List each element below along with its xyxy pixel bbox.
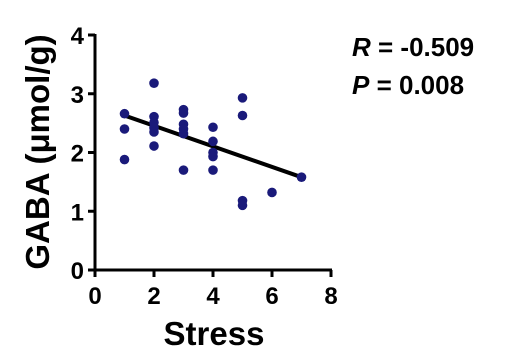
data-point <box>119 108 130 119</box>
data-point <box>149 127 159 137</box>
data-point <box>237 110 248 121</box>
data-point <box>149 78 159 88</box>
data-point <box>208 136 218 147</box>
data-point <box>267 187 277 198</box>
y-tick-label: 4 <box>71 23 85 50</box>
data-points <box>119 78 307 211</box>
r-label: R <box>352 32 371 62</box>
r-value: = -0.509 <box>378 32 475 62</box>
x-tick-label: 0 <box>88 283 101 310</box>
data-point <box>208 165 218 175</box>
axes: 0 2 4 6 8 0 1 2 3 4 <box>71 23 338 310</box>
data-point <box>237 93 248 103</box>
data-point <box>178 128 189 139</box>
data-point <box>119 124 130 134</box>
p-value: = 0.008 <box>376 70 465 100</box>
y-axis-title: GABA (μmol/g) <box>19 34 56 269</box>
y-tick-label: 2 <box>71 141 84 168</box>
data-point <box>208 151 218 162</box>
x-tick-label: 6 <box>265 283 278 310</box>
y-tick-label: 0 <box>71 258 84 285</box>
x-axis-title: Stress <box>164 315 265 352</box>
data-point <box>119 154 130 165</box>
r-annotation: R = -0.509 <box>352 28 474 66</box>
data-point <box>208 122 218 133</box>
data-point <box>149 141 159 151</box>
data-point <box>237 200 248 211</box>
p-label: P <box>352 70 370 100</box>
x-tick-label: 4 <box>206 283 220 310</box>
p-annotation: P = 0.008 <box>352 66 474 104</box>
data-point <box>178 108 189 118</box>
data-point <box>296 172 307 182</box>
statistics-annotation: R = -0.509 P = 0.008 <box>352 28 474 104</box>
x-tick-label: 2 <box>147 283 160 310</box>
y-tick-label: 3 <box>71 82 84 109</box>
y-tick-label: 1 <box>71 199 84 226</box>
data-point <box>178 165 189 175</box>
x-tick-label: 8 <box>324 283 337 310</box>
